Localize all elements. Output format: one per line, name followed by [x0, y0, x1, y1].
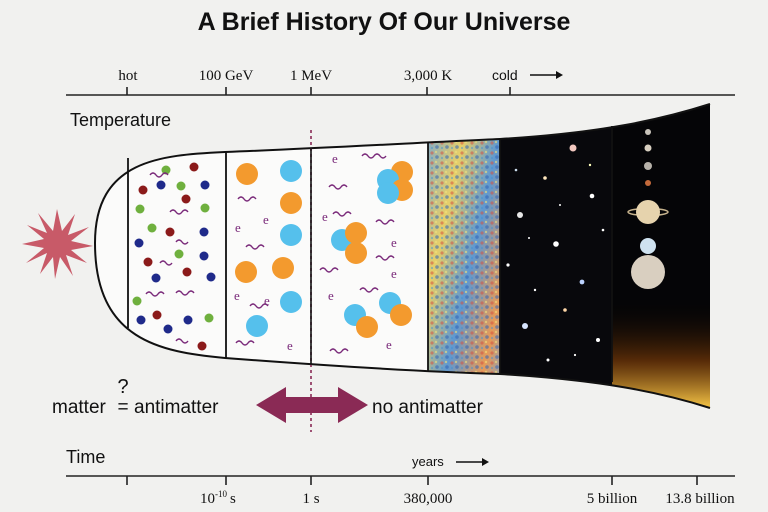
time-units-label: years: [412, 454, 444, 469]
no-antimatter-label: no antimatter: [372, 397, 484, 418]
electron-label: e: [322, 209, 328, 224]
double-arrow-icon: [256, 387, 368, 423]
electron-label: e: [263, 212, 269, 227]
nucleons-panel: e e e e e: [234, 160, 302, 353]
universe-expansion-outline: [94, 103, 711, 409]
quarks: [132, 162, 216, 351]
temperature-cold-label: cold: [492, 67, 518, 83]
time-ticks: [126, 476, 698, 485]
galaxies-panel: [500, 104, 612, 408]
quark-gluon-plasma: [132, 162, 216, 351]
electron-label: e: [287, 338, 293, 353]
time-axis-label: Time: [66, 447, 105, 467]
electron-label: e: [264, 293, 270, 308]
time-tick-380000: 380,000: [404, 491, 453, 507]
electron-label: e: [391, 235, 397, 250]
electron-label: e: [234, 288, 240, 303]
cold-right-arrow-icon: [530, 71, 563, 79]
equals-sign: =: [117, 397, 128, 418]
time-tick-1s: 1 s: [302, 491, 319, 507]
diagram-title: A Brief History Of Our Universe: [198, 8, 571, 36]
temperature-tick-1mev: 1 MeV: [290, 68, 332, 84]
temperature-tick-100gev: 100 GeV: [199, 68, 254, 84]
planets: [627, 129, 669, 289]
time-tick-1e-10s: 10-10 s: [200, 489, 236, 507]
galaxy-field: [506, 144, 605, 362]
antimatter-label: antimatter: [134, 397, 219, 418]
big-bang-burst-icon: [22, 209, 93, 279]
electron-label: e: [386, 337, 392, 352]
time-tick-5-billion: 5 billion: [587, 491, 638, 507]
epoch-dividers: [127, 126, 613, 382]
temperature-tick-3000k: 3,000 K: [404, 68, 453, 84]
time-tick-13-8-billion: 13.8 billion: [665, 491, 735, 507]
years-right-arrow-icon: [456, 458, 489, 466]
matter-label: matter: [52, 397, 107, 418]
temperature-tick-hot: hot: [118, 68, 138, 84]
electron-label: e: [235, 220, 241, 235]
electron-label: e: [328, 288, 334, 303]
temperature-axis-label: Temperature: [70, 110, 171, 130]
electron-label: e: [391, 266, 397, 281]
gluons: [145, 172, 195, 344]
nucleosynthesis-panel: e e e e e e: [319, 151, 413, 354]
electron-label: e: [332, 151, 338, 166]
temperature-ticks: [126, 87, 511, 95]
question-mark: ?: [117, 376, 128, 398]
